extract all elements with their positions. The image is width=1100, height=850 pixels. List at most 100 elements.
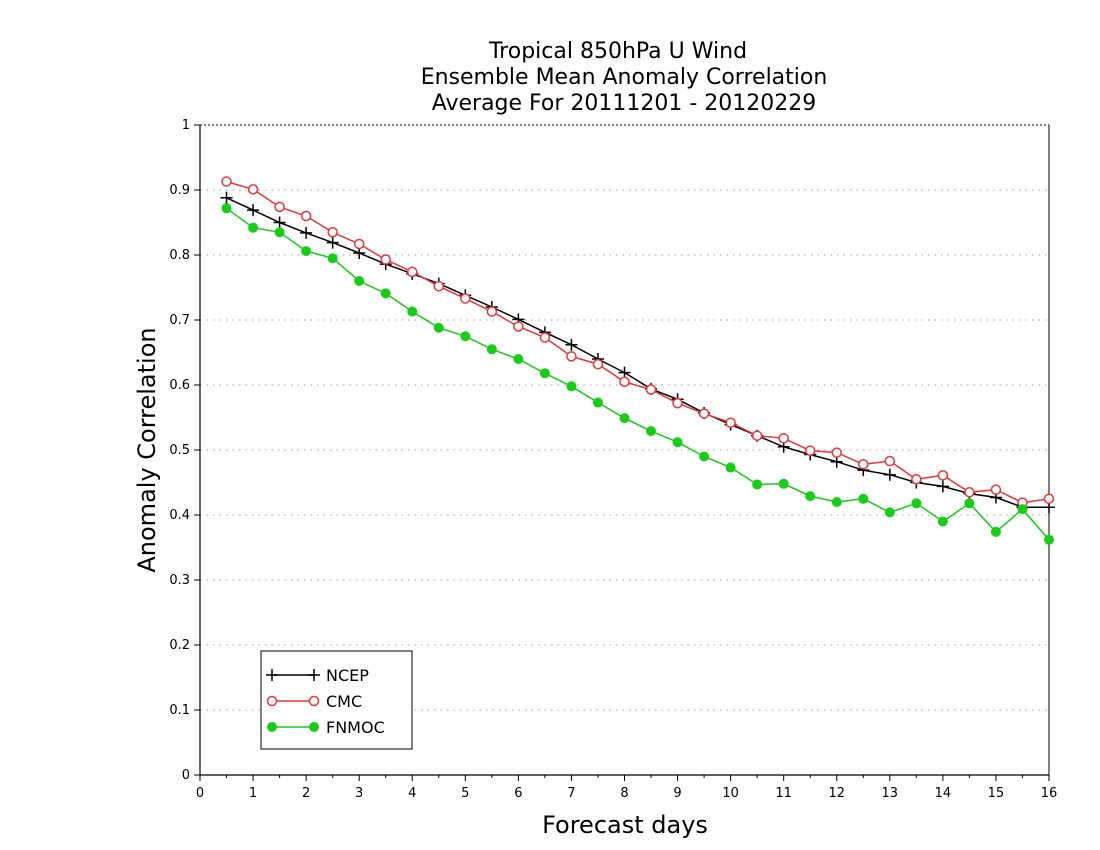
data-point-ncep <box>565 338 578 351</box>
data-point-cmc <box>964 487 975 498</box>
data-point-fnmoc <box>327 253 338 264</box>
data-point-cmc <box>672 397 683 409</box>
legend-label-ncep: NCEP <box>326 666 369 685</box>
x-tick-label: 15 <box>988 786 1005 801</box>
data-point-cmc <box>433 280 445 292</box>
y-tick-label: 0 <box>182 768 190 783</box>
data-point-fnmoc <box>911 498 922 509</box>
data-point-fnmoc <box>619 413 630 424</box>
y-tick-label: 0.3 <box>169 573 190 588</box>
data-point-cmc <box>990 484 1002 495</box>
data-point-fnmoc <box>380 288 391 299</box>
series-line-cmc <box>226 180 1050 504</box>
data-point-cmc <box>460 293 471 304</box>
legend-label-fnmoc: FNMOC <box>326 718 385 737</box>
data-point-fnmoc <box>858 493 869 504</box>
x-tick-label: 11 <box>775 786 792 801</box>
series-line-fnmoc <box>226 207 1050 541</box>
data-point-ncep <box>247 204 260 217</box>
data-point-cmc <box>513 321 524 332</box>
data-point-ncep <box>220 191 233 204</box>
data-point-cmc <box>539 332 551 343</box>
chart-title: Tropical 850hPa U Wind Ensemble Mean Ano… <box>421 39 828 116</box>
data-point-ncep <box>936 480 949 493</box>
data-point-cmc <box>327 227 338 238</box>
series-cmc <box>221 176 1055 508</box>
data-point-fnmoc <box>248 222 259 233</box>
data-point-ncep <box>273 216 286 229</box>
data-point-cmc <box>300 210 312 222</box>
x-tick-label: 2 <box>302 786 310 801</box>
legend-box <box>260 650 413 750</box>
data-point-fnmoc <box>486 344 497 355</box>
data-point-fnmoc <box>778 478 789 489</box>
grid-lines <box>200 189 1049 711</box>
data-point-fnmoc <box>539 368 550 379</box>
data-point-cmc <box>884 455 896 467</box>
y-tick-label: 0.1 <box>169 703 190 718</box>
data-point-fnmoc <box>699 451 710 462</box>
data-point-fnmoc <box>831 497 842 507</box>
data-point-cmc <box>407 266 418 278</box>
x-tick-label: 7 <box>567 786 575 801</box>
data-point-cmc <box>274 201 285 213</box>
x-tick-label: 13 <box>882 786 899 801</box>
x-tick-label: 12 <box>828 786 845 801</box>
legend-filled-circle-icon <box>309 722 319 732</box>
data-point-fnmoc <box>1044 534 1054 545</box>
y-tick-label: 0.7 <box>169 313 190 328</box>
data-point-cmc <box>911 474 922 485</box>
legend-item-fnmoc: FNMOC <box>267 718 385 737</box>
x-tick-label: 4 <box>408 786 416 801</box>
data-point-cmc <box>698 408 710 419</box>
data-point-fnmoc <box>460 331 471 342</box>
data-point-fnmoc <box>1017 504 1028 515</box>
data-point-cmc <box>566 351 577 362</box>
x-axis-label: Forecast days <box>542 811 708 839</box>
data-point-cmc <box>645 384 657 395</box>
y-tick-label: 0.8 <box>169 248 190 263</box>
x-tick-label: 8 <box>620 786 628 801</box>
x-tick-label: 14 <box>935 786 952 801</box>
data-point-cmc <box>725 417 736 428</box>
x-tick-label: 0 <box>196 786 204 801</box>
data-point-cmc <box>778 433 789 444</box>
data-point-cmc <box>937 470 949 481</box>
data-point-ncep <box>326 236 339 249</box>
y-tick-label: 0.5 <box>169 443 190 458</box>
data-point-fnmoc <box>301 246 312 257</box>
data-point-cmc <box>247 184 259 195</box>
data-point-fnmoc <box>221 203 232 214</box>
data-point-fnmoc <box>805 491 816 502</box>
series-fnmoc <box>221 203 1054 545</box>
legend: NCEP CMC FNMOC <box>260 650 413 750</box>
data-point-fnmoc <box>884 507 895 518</box>
data-point-fnmoc <box>274 227 285 238</box>
data-point-fnmoc <box>672 437 683 448</box>
title-line-3: Average For 20111201 - 20120229 <box>432 91 817 116</box>
y-axis-label: Anomaly Correlation <box>133 327 161 572</box>
data-point-fnmoc <box>592 397 603 408</box>
legend-open-circle-icon <box>266 695 278 707</box>
y-tick-label: 0.6 <box>169 378 190 393</box>
series-ncep <box>220 191 1055 514</box>
data-point-cmc <box>1043 493 1055 504</box>
data-point-cmc <box>592 358 604 370</box>
x-tick-label: 6 <box>514 786 522 801</box>
legend-item-ncep: NCEP <box>266 666 369 685</box>
data-point-ncep <box>300 226 313 239</box>
x-tick-label: 10 <box>722 786 739 801</box>
data-point-fnmoc <box>407 306 418 317</box>
data-point-fnmoc <box>566 381 577 392</box>
data-point-fnmoc <box>937 516 948 527</box>
x-tick-label: 1 <box>249 786 257 801</box>
x-tick-label: 16 <box>1041 786 1058 801</box>
legend-plus-marker-icon <box>266 669 320 681</box>
legend-filled-circle-icon <box>267 722 277 732</box>
legend-item-cmc: CMC <box>266 692 362 711</box>
data-point-cmc <box>380 254 391 265</box>
x-tick-label: 3 <box>355 786 363 801</box>
data-point-fnmoc <box>354 276 365 286</box>
title-line-2: Ensemble Mean Anomaly Correlation <box>421 65 828 90</box>
data-point-fnmoc <box>433 322 444 333</box>
